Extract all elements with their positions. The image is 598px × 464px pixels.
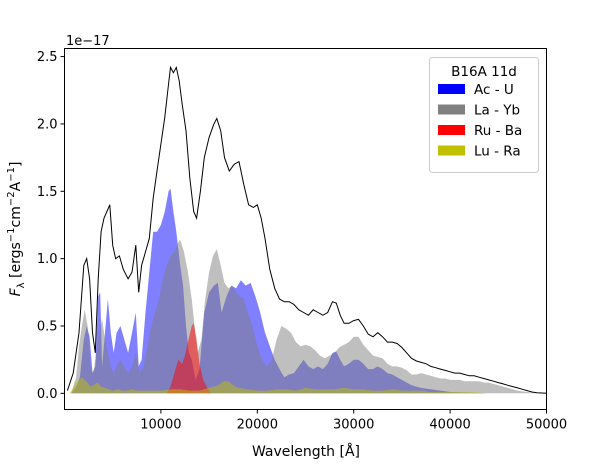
x-tick-label: 10000 [140, 418, 181, 433]
y-tick-label: 1.5 [37, 185, 58, 200]
y-axis: 0.0 0.5 1.0 1.5 2.0 2.5 [37, 50, 65, 402]
y-axis-label: Fλ [ergs−1cm−2A−1] [6, 162, 27, 297]
legend: B16A 11d Ac - U La - Yb Ru - Ba Lu - Ra [429, 57, 539, 173]
legend-title: B16A 11d [451, 64, 517, 80]
legend-swatch-ac-u [438, 84, 465, 94]
x-tick-label: 20000 [237, 418, 278, 433]
plot-frame [64, 48, 547, 410]
y-tick-label: 2.0 [37, 117, 58, 132]
legend-label-ru-ba: Ru - Ba [474, 123, 522, 139]
x-axis: 10000 20000 30000 40000 50000 [140, 409, 567, 433]
y-offset-label: 1e−17 [66, 34, 110, 49]
legend-label-la-yb: La - Yb [474, 103, 520, 119]
series-area-ru-ba [166, 323, 211, 394]
legend-label-ac-u: Ac - U [474, 82, 514, 98]
x-axis-label: Wavelength [Å] [252, 443, 360, 460]
x-tick-label: 30000 [333, 418, 374, 433]
x-tick-label: 50000 [526, 418, 567, 433]
legend-swatch-la-yb [438, 104, 465, 115]
y-tick-label: 0.5 [37, 319, 58, 334]
y-tick-label: 2.5 [37, 50, 58, 65]
legend-swatch-lu-ra [438, 145, 465, 156]
total-spectrum-line [66, 65, 547, 394]
legend-label-lu-ra: Lu - Ra [474, 144, 521, 160]
plot-area [66, 65, 547, 394]
legend-swatch-ru-ba [438, 125, 465, 135]
x-tick-label: 40000 [429, 418, 470, 433]
series-area-lu-ra [69, 377, 547, 394]
y-tick-label: 1.0 [37, 252, 58, 267]
y-tick-label: 0.0 [37, 387, 58, 402]
